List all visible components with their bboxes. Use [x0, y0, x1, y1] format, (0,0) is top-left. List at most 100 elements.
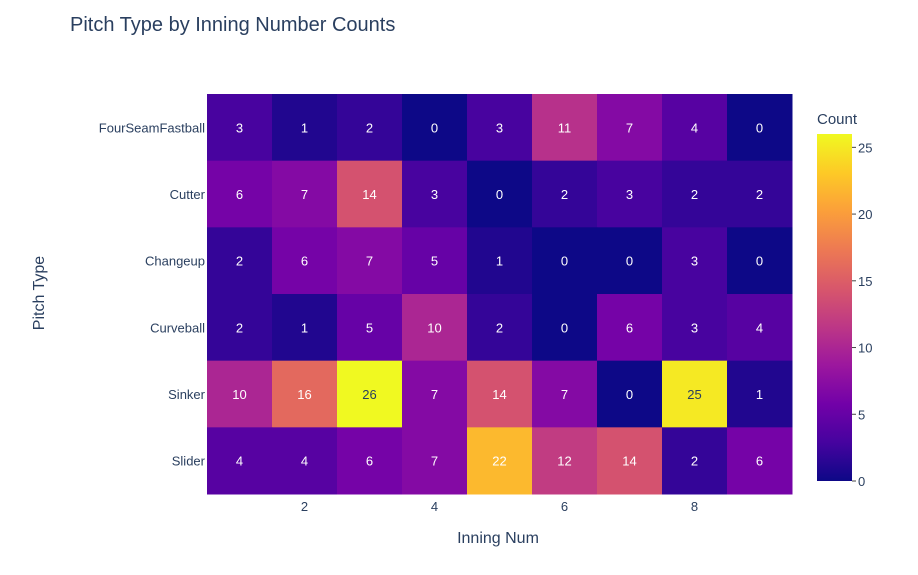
cell-value-label: 2 — [496, 320, 503, 335]
cell-value-label: 3 — [626, 187, 633, 202]
heatmap-cell — [467, 94, 533, 162]
cell-value-label: 1 — [496, 254, 503, 269]
cell-value-label: 3 — [691, 320, 698, 335]
cell-value-label: 7 — [301, 187, 308, 202]
heatmap-cell — [597, 294, 663, 362]
cell-value-label: 1 — [301, 320, 308, 335]
x-axis-title: Inning Num — [457, 530, 539, 547]
heatmap-cell — [727, 94, 793, 162]
heatmap-cell — [402, 427, 468, 495]
cell-value-label: 2 — [691, 454, 698, 469]
cell-value-label: 11 — [558, 120, 572, 135]
cell-value-label: 22 — [492, 454, 506, 469]
heatmap-cell — [532, 160, 598, 228]
colorbar-title: Count — [817, 111, 858, 128]
heatmap-cell — [337, 427, 403, 495]
cell-value-label: 2 — [366, 120, 373, 135]
cell-value-label: 7 — [431, 454, 438, 469]
x-tick-label: 8 — [691, 499, 698, 514]
cell-value-label: 2 — [236, 254, 243, 269]
heatmap-cell — [272, 227, 338, 295]
cell-value-label: 14 — [362, 187, 376, 202]
x-tick-label: 6 — [561, 499, 568, 514]
cell-value-label: 3 — [691, 254, 698, 269]
heatmap-cell — [402, 294, 468, 362]
heatmap-cell — [272, 294, 338, 362]
x-axis-ticks: 2 4 6 8 — [301, 499, 698, 514]
heatmap-cell — [207, 94, 273, 162]
colorbar-tick-label: 25 — [858, 140, 872, 155]
cell-value-label: 2 — [756, 187, 763, 202]
cell-value-label: 7 — [626, 120, 633, 135]
cell-value-label: 0 — [561, 320, 568, 335]
heatmap-cell — [207, 360, 273, 428]
heatmap-cell — [337, 227, 403, 295]
plot-area: 3 1 2 0 3 11 7 4 06 7 14 3 0 2 3 2 22 6 7 5 1 0 0 3 02 1 5 10 2 0 6 3 41… — [207, 94, 793, 495]
cell-value-label: 5 — [366, 320, 373, 335]
cell-value-label: 4 — [301, 454, 308, 469]
cell-value-label: 3 — [496, 120, 503, 135]
cell-value-label: 3 — [236, 120, 243, 135]
heatmap-cell — [662, 294, 728, 362]
heatmap-cell — [337, 160, 403, 228]
colorbar-tick-label: 10 — [858, 341, 872, 356]
colorbar-tick-label: 5 — [858, 407, 865, 422]
chart-title: Pitch Type by Inning Number Counts — [70, 14, 395, 36]
cell-value-label: 6 — [756, 454, 763, 469]
y-tick-label: Changeup — [145, 254, 205, 269]
colorbar-tick-label: 15 — [858, 274, 872, 289]
heatmap-cell — [727, 360, 793, 428]
heatmap-cell — [272, 427, 338, 495]
heatmap-cell — [662, 360, 728, 428]
cell-value-label: 3 — [431, 187, 438, 202]
cell-value-label: 0 — [626, 254, 633, 269]
heatmap-cell — [662, 227, 728, 295]
cell-value-label: 7 — [366, 254, 373, 269]
cell-value-label: 6 — [366, 454, 373, 469]
cell-value-label: 5 — [431, 254, 438, 269]
heatmap-cell — [207, 227, 273, 295]
y-tick-label: Curveball — [150, 320, 205, 335]
heatmap-cell — [597, 160, 663, 228]
heatmap-cell — [662, 427, 728, 495]
cell-value-label: 2 — [236, 320, 243, 335]
heatmap-cell — [337, 360, 403, 428]
heatmap-cell — [467, 160, 533, 228]
cell-value-label: 1 — [756, 387, 763, 402]
heatmap-cell — [467, 360, 533, 428]
heatmap-cell — [337, 294, 403, 362]
heatmap-cell — [207, 427, 273, 495]
cell-value-label: 4 — [691, 120, 698, 135]
cell-value-label: 16 — [297, 387, 311, 402]
heatmap-cell — [532, 360, 598, 428]
colorbar: Count 0 5 10 15 20 25 — [817, 111, 872, 489]
heatmap-cell — [467, 227, 533, 295]
colorbar-tick-label: 0 — [858, 474, 865, 489]
cell-value-label: 14 — [492, 387, 506, 402]
cell-value-label: 0 — [756, 254, 763, 269]
cell-value-label: 7 — [431, 387, 438, 402]
heatmap-cell — [337, 94, 403, 162]
heatmap-cell — [272, 360, 338, 428]
y-tick-label: Slider — [172, 454, 206, 469]
colorbar-gradient — [817, 134, 852, 481]
x-tick-label: 4 — [431, 499, 438, 514]
cell-value-label: 6 — [301, 254, 308, 269]
heatmap-cell — [532, 227, 598, 295]
cell-value-label: 6 — [626, 320, 633, 335]
heatmap-cell — [272, 160, 338, 228]
heatmap-cell — [597, 227, 663, 295]
heatmap-cell — [402, 160, 468, 228]
cell-value-label: 2 — [691, 187, 698, 202]
heatmap-cell — [662, 94, 728, 162]
heatmap-cell — [402, 360, 468, 428]
heatmap-cell — [467, 427, 533, 495]
heatmap-cell — [727, 294, 793, 362]
cell-value-label: 10 — [232, 387, 246, 402]
heatmap-cell — [662, 160, 728, 228]
cell-value-label: 0 — [561, 254, 568, 269]
cell-value-label: 6 — [236, 187, 243, 202]
heatmap-cell — [272, 94, 338, 162]
